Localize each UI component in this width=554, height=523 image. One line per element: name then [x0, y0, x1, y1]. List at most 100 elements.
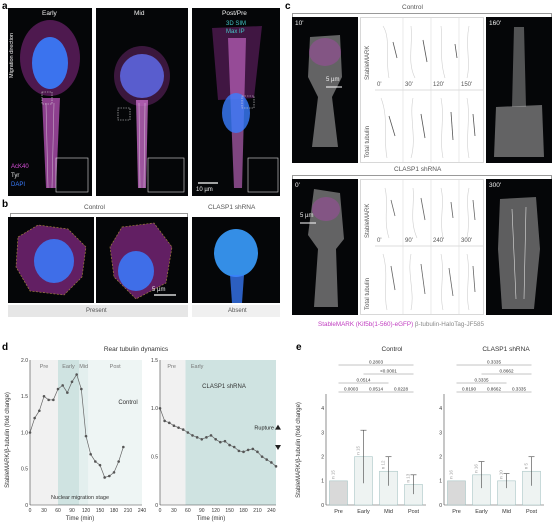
panel-d-left-ytick: 0.5 [21, 467, 28, 473]
panel-d-right-point [205, 436, 208, 439]
panel-c-control-start-micrograph [308, 35, 342, 147]
panel-d-left-point [80, 387, 83, 391]
panel-d-right-point [191, 434, 194, 437]
panel-e-right-category-label: Pre [452, 509, 461, 515]
panel-d-left-stage-label: Pre [40, 364, 49, 370]
panel-c-control-bracket [292, 13, 552, 17]
panel-e-ylabel: StableMARK/β-tubulin (fold change) [296, 402, 302, 498]
panel-d-right-point [200, 437, 204, 441]
panel-d-left-point [103, 476, 106, 479]
panel-d-right-point [186, 431, 190, 434]
panel-d-left-ytick: 2.0 [21, 358, 28, 364]
panel-a-early-image: Early Migration direction AcK40 Tyr DAPI [8, 8, 92, 196]
panel-e-left-category-label: Post [408, 509, 419, 515]
panel-c-clasp-bracket [292, 175, 552, 179]
panel-e-right-ytick: 1 [439, 479, 442, 485]
panel-e-right-n-label: n 16 [449, 470, 454, 479]
panel-e-right-ytick: 0 [439, 503, 442, 509]
panel-b-control-micrograph-1 [15, 224, 87, 296]
panel-d-right-xtick: 210 [253, 508, 262, 514]
panel-e-left-pvalue: 0.0514 [369, 387, 383, 392]
panel-c-caption-gray: β-tubulin-HaloTag-JF585 [413, 321, 485, 328]
panel-d-left-point [42, 394, 46, 398]
status-present: Present [86, 308, 107, 314]
panel-d-right-point [260, 455, 264, 458]
panel-e-left-n-label: n 13 [406, 473, 411, 482]
panel-e-right-title: CLASP1 shRNA [482, 346, 530, 353]
panel-label-e: e [296, 342, 302, 353]
panel-d-right-point [237, 449, 241, 453]
panel-c-clasp-scale-bar: 5 µm [300, 213, 314, 219]
panel-d-left-xtick: 90 [69, 508, 75, 514]
panel-d-left-plot: 0 30 60 90 120 150 180 210 240 0 0.5 1.0 1.5 2.0 Pre Ea… [21, 358, 146, 514]
panel-b-clasp-image [192, 217, 280, 303]
legend-dapi: DAPI [11, 182, 26, 188]
panel-d-right-xtick: 0 [159, 508, 162, 514]
panel-d-right-point [163, 419, 166, 423]
panel-e-left-category-label: Early [357, 509, 370, 515]
panel-b-control-label: Control [84, 204, 105, 211]
panel-d-left-point [47, 398, 50, 402]
method-max-ip: Max IP [226, 29, 245, 35]
panel-c-clasp-tiles [375, 180, 483, 314]
panel-c-clasp-start-time: 0' [295, 182, 300, 189]
panel-d-rupture-label: Rupture [254, 426, 274, 432]
panel-c-clasp-time-1: 90' [405, 238, 413, 244]
panel-c-clasp-time-0: 0' [377, 238, 382, 244]
panel-d-left-stage-pre [30, 360, 58, 505]
panel-e-right-category-label: Early [475, 509, 488, 515]
panel-label-a: a [2, 1, 8, 12]
panel-c-clasp-start-micrograph [300, 189, 344, 307]
panel-d-left-xtick: 180 [110, 508, 119, 514]
panel-d-right-point [256, 450, 259, 454]
panel-b-control-micrograph-2 [109, 222, 176, 300]
panel-c-control-start-image: 10' 5 µm [292, 17, 358, 163]
panel-a-mid-image: Mid [96, 8, 188, 196]
panel-d-left-xtick: 60 [55, 508, 61, 514]
panel-d-left-point [33, 416, 36, 420]
panel-d-left-stage-label: Post [110, 364, 121, 370]
panel-d-title: Rear tubulin dynamics [104, 346, 169, 353]
method-3d-sim: 3D SIM [226, 21, 247, 27]
panel-a-title-early: Early [42, 10, 57, 17]
panel-e-chart: StableMARK/β-tubulin (fold change) Contr… [296, 346, 544, 515]
panel-c-control-tiles [375, 18, 483, 162]
panel-e-left-pvalue: 0.0514 [356, 378, 370, 383]
panel-d-right-ytick: 0 [155, 503, 158, 509]
panel-d-left-stage-mid [79, 360, 89, 505]
panel-c-clasp-end-micrograph [498, 197, 540, 309]
panel-d-left-stage-post [88, 360, 142, 505]
panel-d-left-point [89, 452, 92, 456]
panel-c-clasp-grid: StableMARK Total tubulin 0' 90' 240' 300… [360, 179, 484, 315]
panel-d-left-xtick: 30 [41, 508, 47, 514]
panel-d-right-point [242, 450, 245, 454]
panel-label-c: c [285, 1, 291, 12]
panel-e-left-ytick: 1 [321, 479, 324, 485]
panel-c-control-time-1: 30' [405, 82, 413, 88]
panel-c-control-scale-bar: 5 µm [326, 77, 340, 83]
panel-c-control-title: Control [402, 4, 423, 11]
panel-d-left-ytick: 1.5 [21, 394, 28, 400]
panel-d-left-point [98, 463, 102, 467]
panel-b-control-image-1 [8, 217, 94, 303]
panel-d-ylabel: StableMARK/β-tubulin (fold change) [5, 392, 11, 488]
panel-e-left-bar-pre [329, 480, 348, 506]
panel-d-right-point [195, 436, 199, 439]
legend-ack40: AcK40 [11, 164, 29, 170]
panel-e-right-pvalue: 0.8662 [499, 369, 513, 374]
panel-d-chart: Rear tubulin dynamics StableMARK/β-tubul… [5, 346, 281, 522]
panel-c-control-start-time: 10' [295, 20, 304, 27]
panel-d-right-ytick: 1.0 [151, 406, 158, 412]
panel-d-right-xtick: 120 [212, 508, 221, 514]
panel-e-right-pvalue: 0.8662 [487, 387, 501, 392]
panel-d-right-point [177, 426, 180, 429]
panel-e-right-ytick: 4 [439, 406, 442, 412]
panel-e-right-n-label: n 5 [524, 462, 529, 469]
panel-e-left-category-label: Pre [334, 509, 343, 515]
panel-c-clasp-end-image: 300' [486, 179, 552, 315]
panel-c-control-grid: StableMARK Total tubulin 0' 30' 120' 150… [360, 17, 484, 163]
panel-d-left-xtick: 210 [124, 508, 133, 514]
panel-d-left-condition: Control [118, 400, 137, 406]
panel-c-control-end-time: 160' [489, 20, 502, 27]
panel-d-left-point [108, 474, 111, 478]
